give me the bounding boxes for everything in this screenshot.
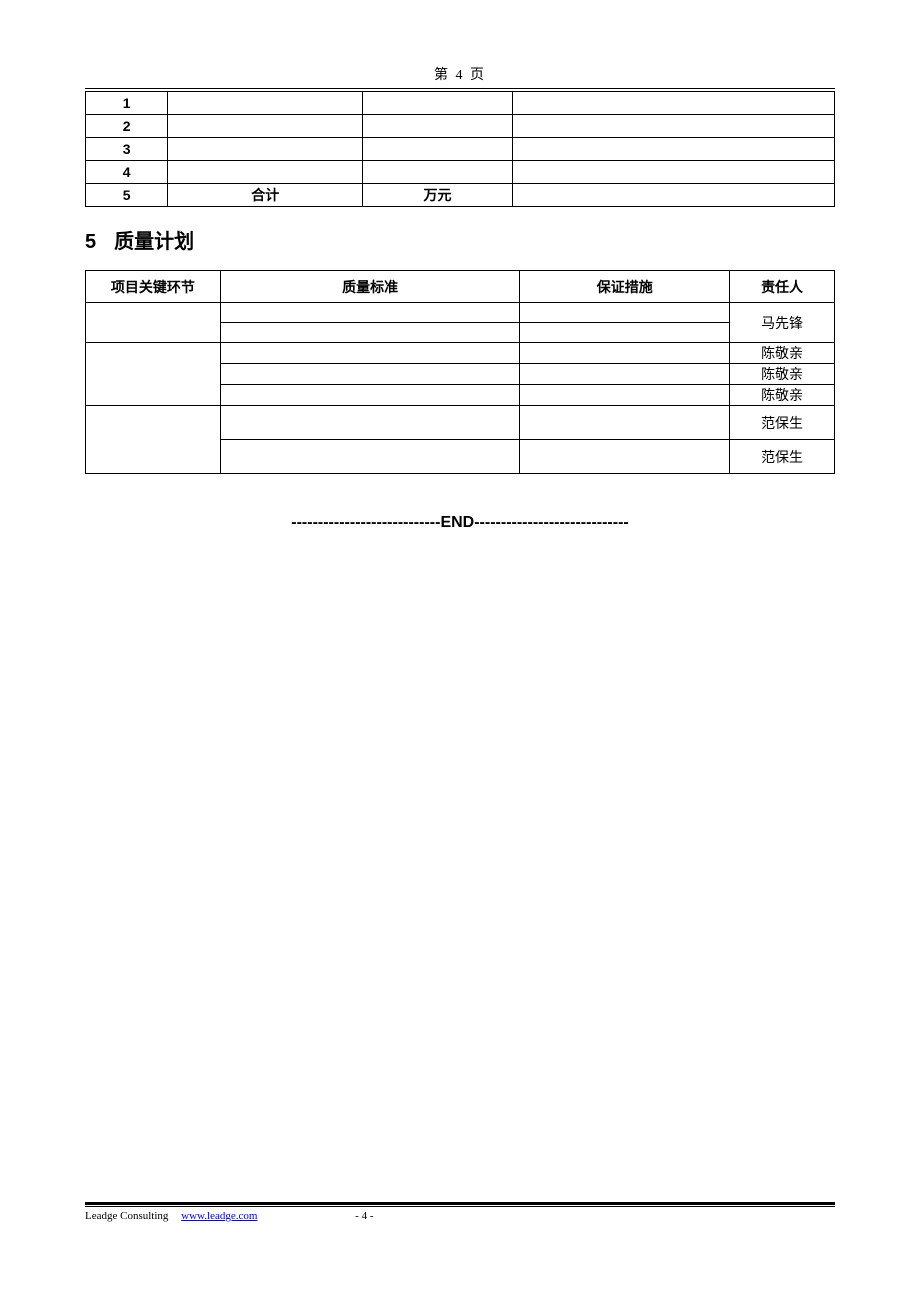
cell (363, 138, 513, 161)
table-row: 3 (86, 138, 835, 161)
cell (86, 303, 221, 343)
footer-text: Leadge Consulting www.leadge.com - 4 - (85, 1210, 835, 1222)
cell (512, 138, 834, 161)
cell: 1 (86, 92, 168, 115)
cell (520, 406, 730, 440)
cell (512, 115, 834, 138)
cell (168, 138, 363, 161)
col-header: 质量标准 (220, 271, 520, 303)
col-header: 保证措施 (520, 271, 730, 303)
col-header: 责任人 (730, 271, 835, 303)
person-cell: 陈敬亲 (730, 364, 835, 385)
cell (363, 161, 513, 184)
cell (86, 406, 221, 474)
cell (363, 92, 513, 115)
table-row: 陈敬亲 (86, 343, 835, 364)
table-row: 5 合计 万元 (86, 184, 835, 207)
section-title: 质量计划 (114, 231, 194, 253)
table-row: 1 (86, 92, 835, 115)
footer-page-number: - 4 - (355, 1210, 373, 1222)
page-header-text: 第 4 页 (434, 68, 486, 83)
person-cell: 范保生 (730, 406, 835, 440)
cell (520, 364, 730, 385)
cell: 3 (86, 138, 168, 161)
cell (168, 92, 363, 115)
cell (520, 303, 730, 323)
cell (220, 323, 520, 343)
col-header: 项目关键环节 (86, 271, 221, 303)
cell (220, 364, 520, 385)
section-heading: 5 质量计划 (85, 225, 835, 254)
cell (220, 343, 520, 364)
person-cell: 陈敬亲 (730, 385, 835, 406)
cell (520, 385, 730, 406)
footer-link[interactable]: www.leadge.com (181, 1210, 257, 1222)
cell (520, 323, 730, 343)
cell (512, 184, 834, 207)
cell: 万元 (363, 184, 513, 207)
cell: 合计 (168, 184, 363, 207)
section-number: 5 (85, 231, 96, 253)
page-header: 第 4 页 (85, 0, 835, 88)
table-row: 马先锋 (86, 303, 835, 323)
footer-rule-thin (85, 1206, 835, 1207)
cell (86, 343, 221, 406)
cell (520, 343, 730, 364)
cell (363, 115, 513, 138)
cell (512, 92, 834, 115)
table-header-row: 项目关键环节 质量标准 保证措施 责任人 (86, 271, 835, 303)
end-marker: ----------------------------END---------… (85, 514, 835, 532)
page-footer: Leadge Consulting www.leadge.com - 4 - (85, 1202, 835, 1222)
table-row: 2 (86, 115, 835, 138)
cell (220, 385, 520, 406)
cell: 5 (86, 184, 168, 207)
cost-table: 1 2 3 4 5 合计 万元 (85, 91, 835, 207)
table-row: 范保生 (86, 406, 835, 440)
cell: 2 (86, 115, 168, 138)
person-cell: 范保生 (730, 440, 835, 474)
cell (520, 440, 730, 474)
cell (168, 115, 363, 138)
footer-company: Leadge Consulting (85, 1210, 168, 1222)
footer-rule-thick (85, 1202, 835, 1205)
quality-plan-table: 项目关键环节 质量标准 保证措施 责任人 马先锋 陈敬亲 陈敬亲 (85, 270, 835, 474)
cell (512, 161, 834, 184)
table-row: 4 (86, 161, 835, 184)
cell (168, 161, 363, 184)
cell (220, 406, 520, 440)
person-cell: 马先锋 (730, 303, 835, 343)
cell (220, 303, 520, 323)
person-cell: 陈敬亲 (730, 343, 835, 364)
cell (220, 440, 520, 474)
header-rule (85, 88, 835, 89)
cell: 4 (86, 161, 168, 184)
